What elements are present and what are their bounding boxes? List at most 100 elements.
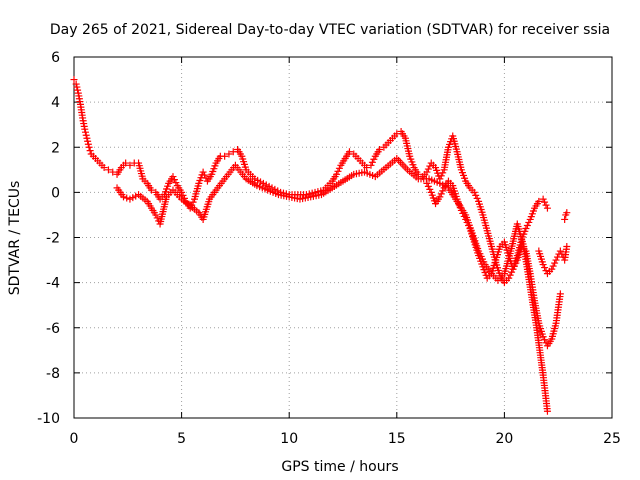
- data-point: [463, 218, 471, 226]
- data-point: [512, 259, 520, 267]
- series-tail-fragments: [535, 243, 571, 278]
- data-point: [535, 197, 543, 205]
- data-point: [539, 195, 547, 203]
- data-point: [460, 212, 468, 220]
- data-point: [539, 261, 547, 269]
- y-tick-label: 0: [51, 185, 60, 201]
- grid: [74, 57, 612, 418]
- data-point: [179, 191, 187, 199]
- data-point: [84, 137, 92, 145]
- data-point: [81, 128, 89, 136]
- series-end-points: [561, 209, 571, 223]
- data-point: [543, 407, 551, 415]
- data-point: [426, 162, 434, 170]
- y-tick-label: -10: [37, 411, 60, 427]
- x-tick-label: 10: [280, 431, 298, 447]
- chart-title: Day 265 of 2021, Sidereal Day-to-day VTE…: [50, 22, 610, 38]
- data-point: [470, 188, 478, 196]
- data-point: [119, 193, 127, 201]
- data-point: [563, 243, 571, 251]
- data-point: [225, 150, 233, 158]
- data-point: [86, 147, 94, 155]
- data-point: [457, 206, 465, 214]
- data-point: [104, 166, 112, 174]
- data-point: [509, 265, 517, 273]
- data-point: [510, 262, 518, 270]
- data-point: [561, 215, 569, 223]
- data-point: [334, 167, 342, 175]
- y-tick-label: 4: [51, 95, 60, 111]
- data-point: [100, 164, 108, 172]
- data-point: [439, 187, 447, 195]
- data-point: [72, 80, 80, 88]
- data-point: [370, 155, 378, 163]
- data-point: [551, 259, 559, 267]
- data-point: [549, 262, 557, 270]
- data-point: [459, 209, 467, 217]
- data-point: [147, 186, 155, 194]
- data-point: [122, 159, 130, 167]
- data-point: [437, 172, 445, 180]
- data-point: [169, 173, 177, 181]
- data-point: [81, 125, 89, 133]
- data-point: [472, 191, 480, 199]
- data-point: [74, 86, 82, 94]
- y-tick-label: -4: [46, 276, 60, 292]
- data-point: [523, 221, 531, 229]
- data-point: [85, 143, 93, 151]
- data-point: [82, 131, 90, 139]
- data-point: [556, 247, 564, 255]
- x-tick-label: 5: [177, 431, 186, 447]
- data-marks: [70, 76, 571, 415]
- data-point: [367, 161, 375, 169]
- data-point: [541, 198, 549, 206]
- x-tick-label: 25: [603, 431, 621, 447]
- data-point: [333, 170, 341, 178]
- data-point: [541, 264, 549, 272]
- data-point: [462, 215, 470, 223]
- data-point: [423, 179, 431, 187]
- data-point: [126, 161, 134, 169]
- series-late-branch: [423, 177, 564, 350]
- data-point: [473, 194, 481, 202]
- data-point: [505, 274, 513, 282]
- data-point: [539, 333, 547, 341]
- data-point: [83, 134, 91, 142]
- data-point: [368, 158, 376, 166]
- data-point: [84, 140, 92, 148]
- y-tick-label: 6: [51, 50, 60, 66]
- data-point: [522, 224, 530, 232]
- data-point: [221, 152, 229, 160]
- data-point: [436, 193, 444, 201]
- data-point: [552, 256, 560, 264]
- x-axis-label: GPS time / hours: [281, 459, 398, 475]
- tick-labels: 0 5 10 15 20 25 -10 -8 -6 -4 -2 0 2 4 6: [37, 50, 621, 447]
- data-point: [376, 146, 384, 154]
- data-point: [335, 164, 343, 172]
- data-point: [189, 198, 197, 206]
- y-tick-label: -8: [46, 366, 60, 382]
- data-point: [70, 76, 78, 84]
- series-lower-branch: [113, 155, 551, 415]
- data-point: [548, 265, 556, 273]
- data-point: [199, 168, 207, 176]
- data-point: [424, 182, 432, 190]
- data-point: [558, 250, 566, 258]
- data-point: [465, 221, 473, 229]
- data-point: [345, 148, 353, 156]
- data-point: [170, 176, 178, 184]
- axis-ticks: [73, 56, 613, 419]
- data-point: [543, 204, 551, 212]
- data-point: [201, 171, 209, 179]
- data-point: [563, 209, 571, 217]
- data-point: [153, 214, 161, 222]
- x-tick-label: 0: [70, 431, 79, 447]
- x-tick-label: 20: [495, 431, 513, 447]
- data-point: [424, 165, 432, 173]
- data-point: [439, 169, 447, 177]
- y-tick-label: -6: [46, 321, 60, 337]
- data-point: [123, 194, 131, 202]
- data-point: [542, 267, 550, 275]
- data-point: [542, 201, 550, 209]
- y-axis-label: SDTVAR / TECUs: [7, 181, 23, 296]
